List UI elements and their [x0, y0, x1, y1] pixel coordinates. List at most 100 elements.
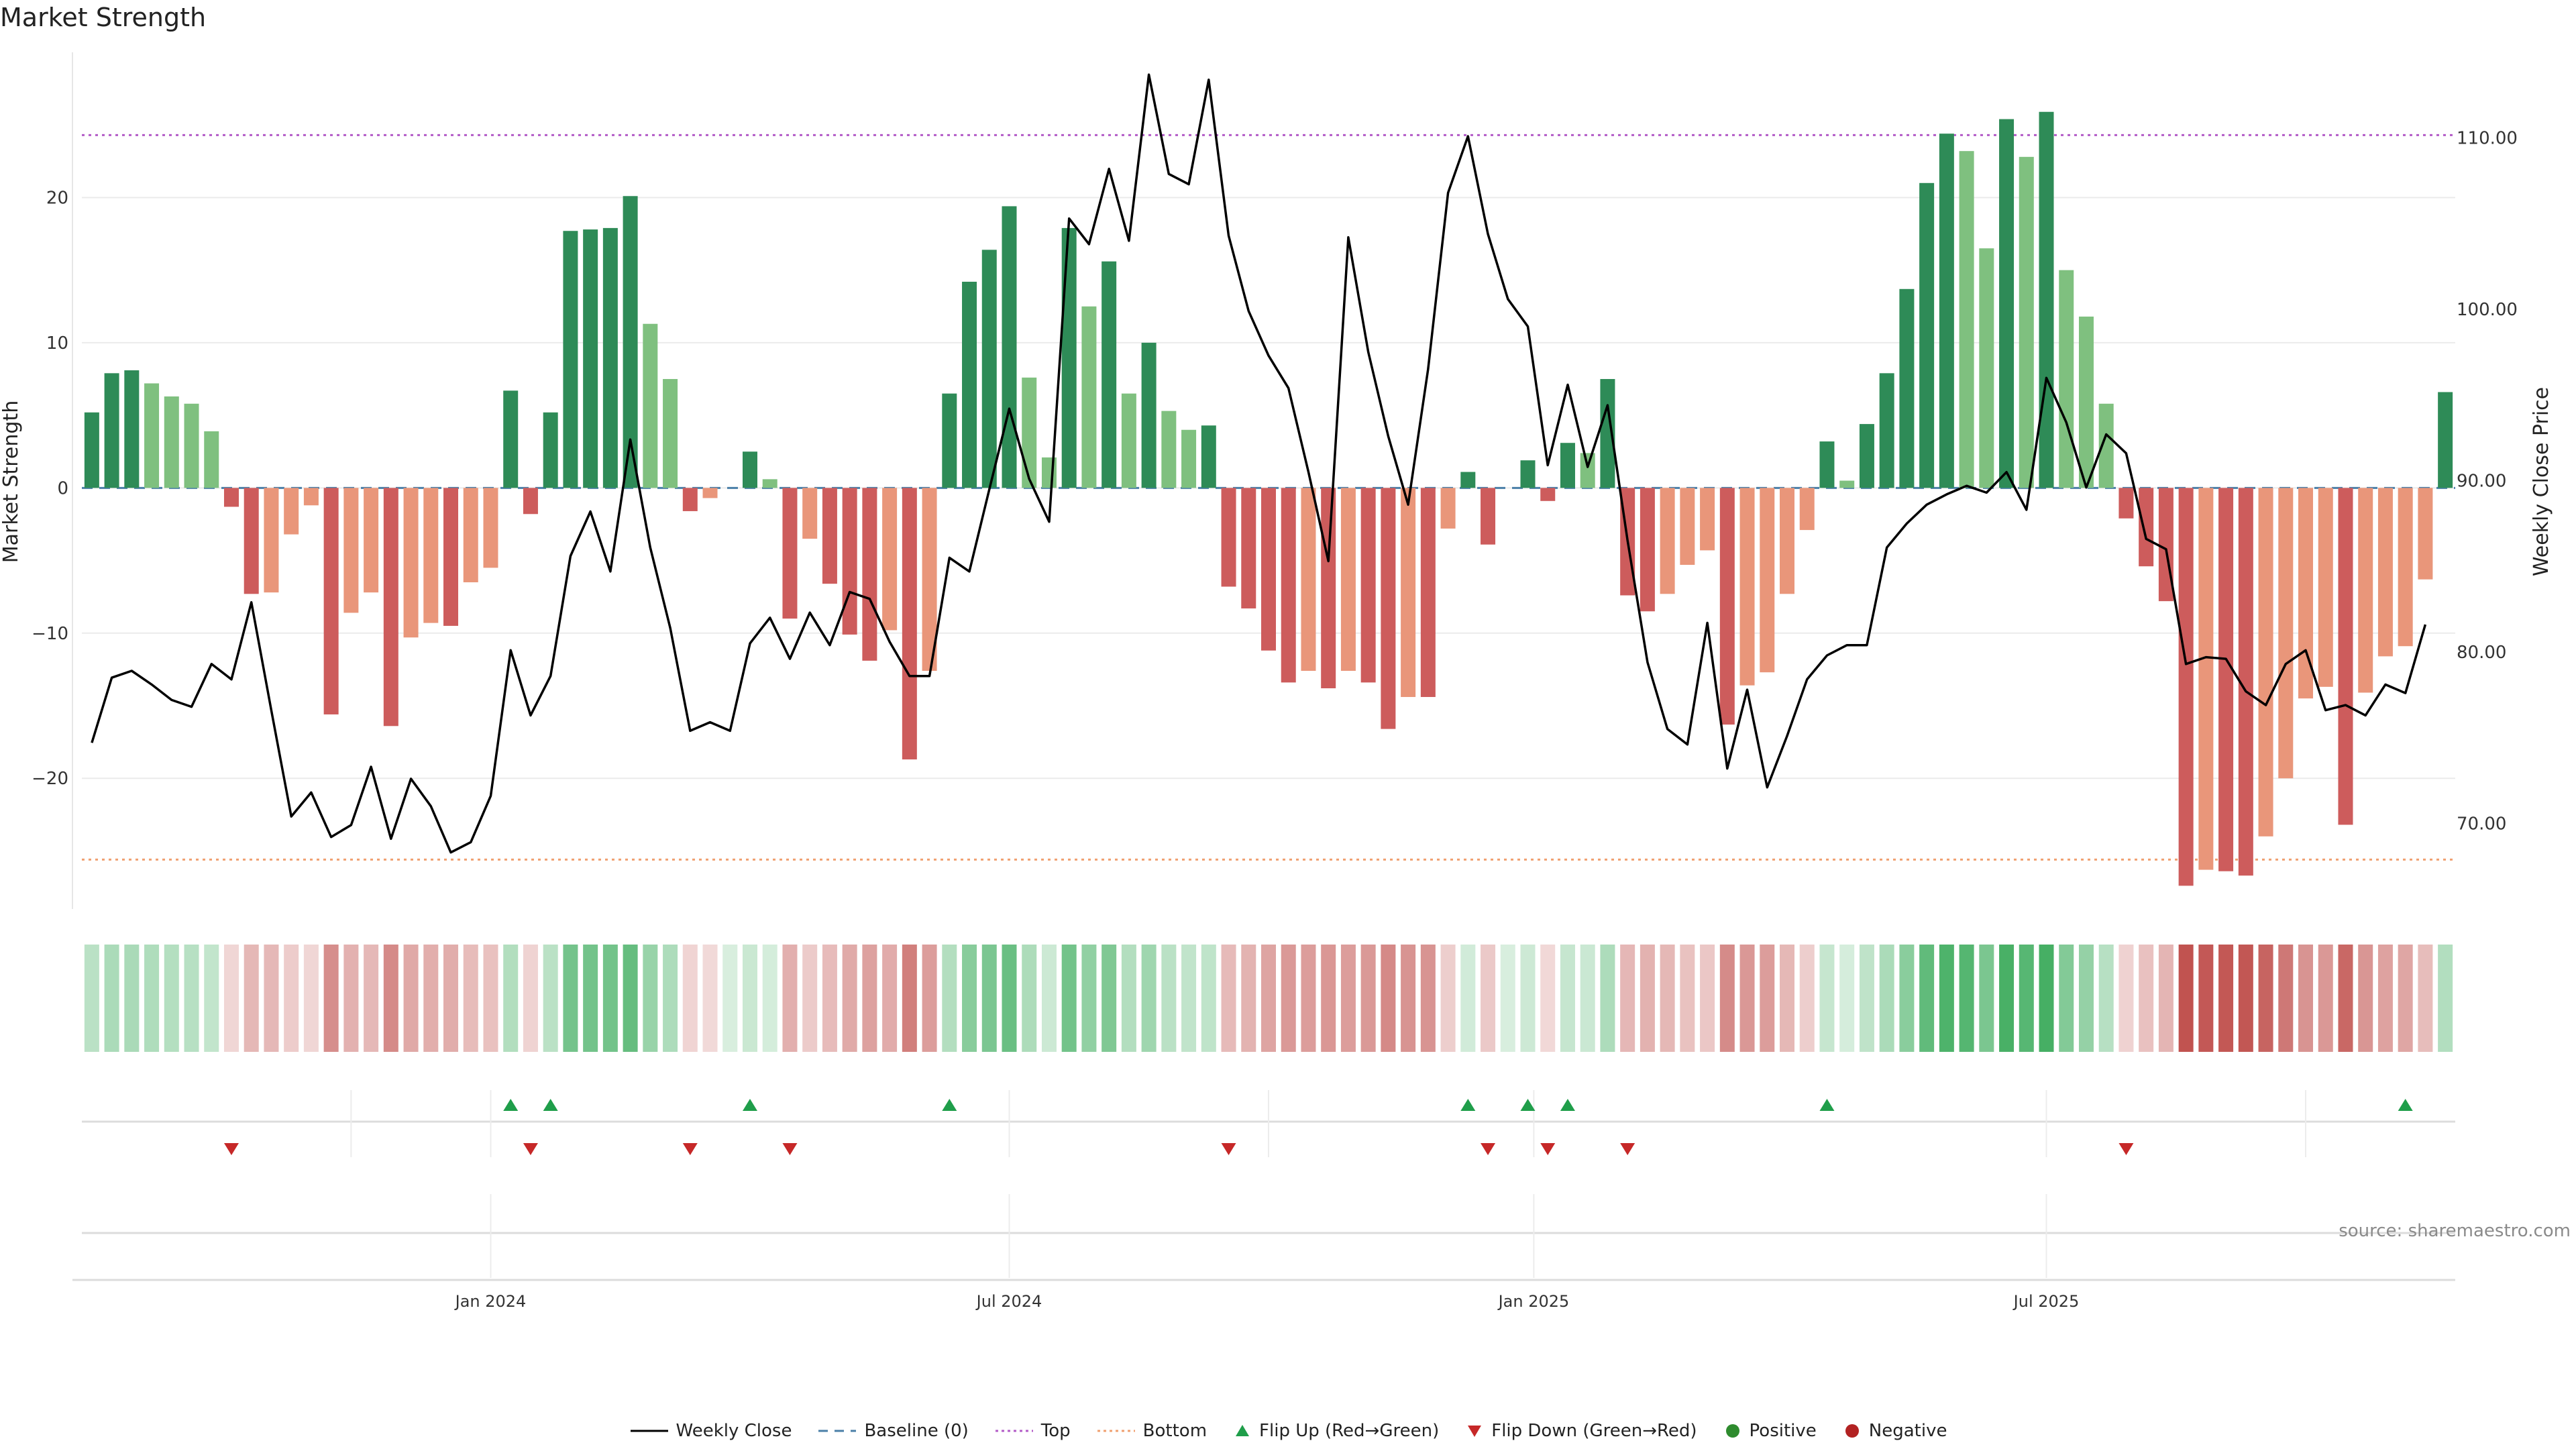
strength-bar-positive	[2438, 392, 2453, 488]
heat-cell	[762, 945, 777, 1052]
legend-swatch-close	[630, 1430, 668, 1432]
strength-bar-negative	[902, 488, 917, 760]
legend-swatch-top	[995, 1430, 1033, 1432]
heat-cell	[383, 945, 398, 1052]
strength-bar-positive	[1201, 425, 1216, 488]
heat-cell	[1819, 945, 1835, 1052]
weekly-close-line	[91, 73, 2427, 854]
strength-bar-negative	[523, 488, 538, 515]
strength-bar-negative	[1281, 488, 1296, 683]
heat-cell	[2358, 945, 2373, 1052]
heat-cell	[543, 945, 558, 1052]
heat-cell	[1520, 945, 1536, 1052]
legend-swatch-flip_down	[1468, 1426, 1482, 1437]
heat-cell	[1500, 945, 1515, 1052]
x-tick-label: Jul 2025	[2012, 1292, 2080, 1311]
heat-cell	[722, 945, 738, 1052]
legend-symbol	[1236, 1425, 1250, 1436]
strength-bar-negative	[1680, 488, 1695, 566]
strength-bar-negative	[2178, 488, 2194, 886]
left-tick-label: 20	[46, 188, 68, 208]
right-tick-label: 70.00	[2457, 814, 2506, 834]
strength-bar-positive	[981, 250, 997, 488]
flip-markers-panel	[72, 1090, 2455, 1281]
strength-bar-positive	[1121, 393, 1136, 488]
heat-cell	[144, 945, 160, 1052]
strength-bar-positive	[104, 373, 119, 488]
heat-cell	[343, 945, 359, 1052]
heat-cell	[1260, 945, 1277, 1052]
strength-bar-positive	[583, 229, 598, 488]
strength-bar-positive	[84, 412, 99, 488]
heat-cell	[483, 945, 498, 1052]
heat-cell	[1719, 945, 1735, 1052]
strength-bar-negative	[1780, 488, 1795, 594]
strength-bar-negative	[2139, 488, 2154, 567]
heat-cell	[862, 945, 877, 1052]
heat-cell	[2258, 945, 2273, 1052]
strength-bar-positive	[503, 390, 519, 488]
strength-bar-negative	[2318, 488, 2333, 687]
legend-item-negative: Negative	[1842, 1421, 1947, 1441]
heat-cell	[563, 945, 578, 1052]
heat-cell	[643, 945, 658, 1052]
strength-bar-negative	[682, 488, 698, 511]
strength-bar-positive	[623, 196, 638, 488]
strength-bar-negative	[483, 488, 498, 568]
heat-cell	[602, 945, 618, 1052]
legend-item-top: Top	[994, 1421, 1071, 1441]
x-tick-label: Jan 2024	[454, 1292, 527, 1311]
strength-bar-positive	[1002, 206, 1017, 488]
strength-bar-negative	[842, 488, 857, 635]
heat-cell	[1859, 945, 1874, 1052]
strength-bar-negative	[1640, 488, 1655, 612]
heat-cell	[423, 945, 439, 1052]
heat-cell	[2178, 945, 2194, 1052]
heat-cell	[1161, 945, 1177, 1052]
strength-bar-negative	[1340, 488, 1356, 672]
flip-up-marker	[1819, 1099, 1835, 1111]
strength-bar-negative	[1381, 488, 1396, 729]
strength-bar-negative	[364, 488, 379, 593]
legend-swatch-negative	[1845, 1424, 1859, 1438]
heat-cell	[124, 945, 140, 1052]
legend-label: Flip Up (Red→Green)	[1259, 1421, 1440, 1441]
strength-bar-negative	[1660, 488, 1675, 594]
heat-cell	[1780, 945, 1795, 1052]
heat-cell	[702, 945, 718, 1052]
strength-bar-negative	[2218, 488, 2234, 871]
heat-cell	[1959, 945, 1974, 1052]
strength-bar-positive	[1161, 411, 1177, 488]
heat-cell	[2158, 945, 2174, 1052]
heat-cell	[2338, 945, 2353, 1052]
heat-cell	[1221, 945, 1236, 1052]
heat-cell	[1540, 945, 1556, 1052]
heat-cell	[503, 945, 519, 1052]
heat-cell	[782, 945, 798, 1052]
heat-cell	[2118, 945, 2134, 1052]
right-tick-label: 110.00	[2457, 129, 2518, 149]
strength-bar-positive	[1580, 453, 1595, 488]
flip-down-marker	[782, 1143, 798, 1155]
strength-bars	[84, 111, 2453, 886]
heat-cell	[1879, 945, 1894, 1052]
heat-cell	[1839, 945, 1855, 1052]
heat-cell	[1281, 945, 1296, 1052]
legend-item-flip_down: Flip Down (Green→Red)	[1464, 1421, 1697, 1441]
strength-bar-positive	[1141, 342, 1157, 488]
strength-bar-negative	[2258, 488, 2273, 837]
x-axis: Jan 2024 Jul 2024 Jan 2025 Jul 2025	[454, 1292, 2080, 1311]
legend: Weekly Close Baseline (0) Top Bottom Flip Up…	[0, 1421, 2576, 1441]
strength-bar-positive	[942, 393, 957, 488]
heat-cell	[1999, 945, 2015, 1052]
legend-item-flip_up: Flip Up (Red→Green)	[1232, 1421, 1439, 1441]
heat-cell	[1919, 945, 1935, 1052]
strength-bar-negative	[1799, 488, 1815, 531]
heat-cell	[1760, 945, 1775, 1052]
heat-cell	[264, 945, 279, 1052]
flip-down-marker	[523, 1143, 538, 1155]
heat-cell	[2198, 945, 2214, 1052]
strength-bar-negative	[343, 488, 359, 613]
heat-cell	[2019, 945, 2034, 1052]
heat-cell	[2398, 945, 2413, 1052]
